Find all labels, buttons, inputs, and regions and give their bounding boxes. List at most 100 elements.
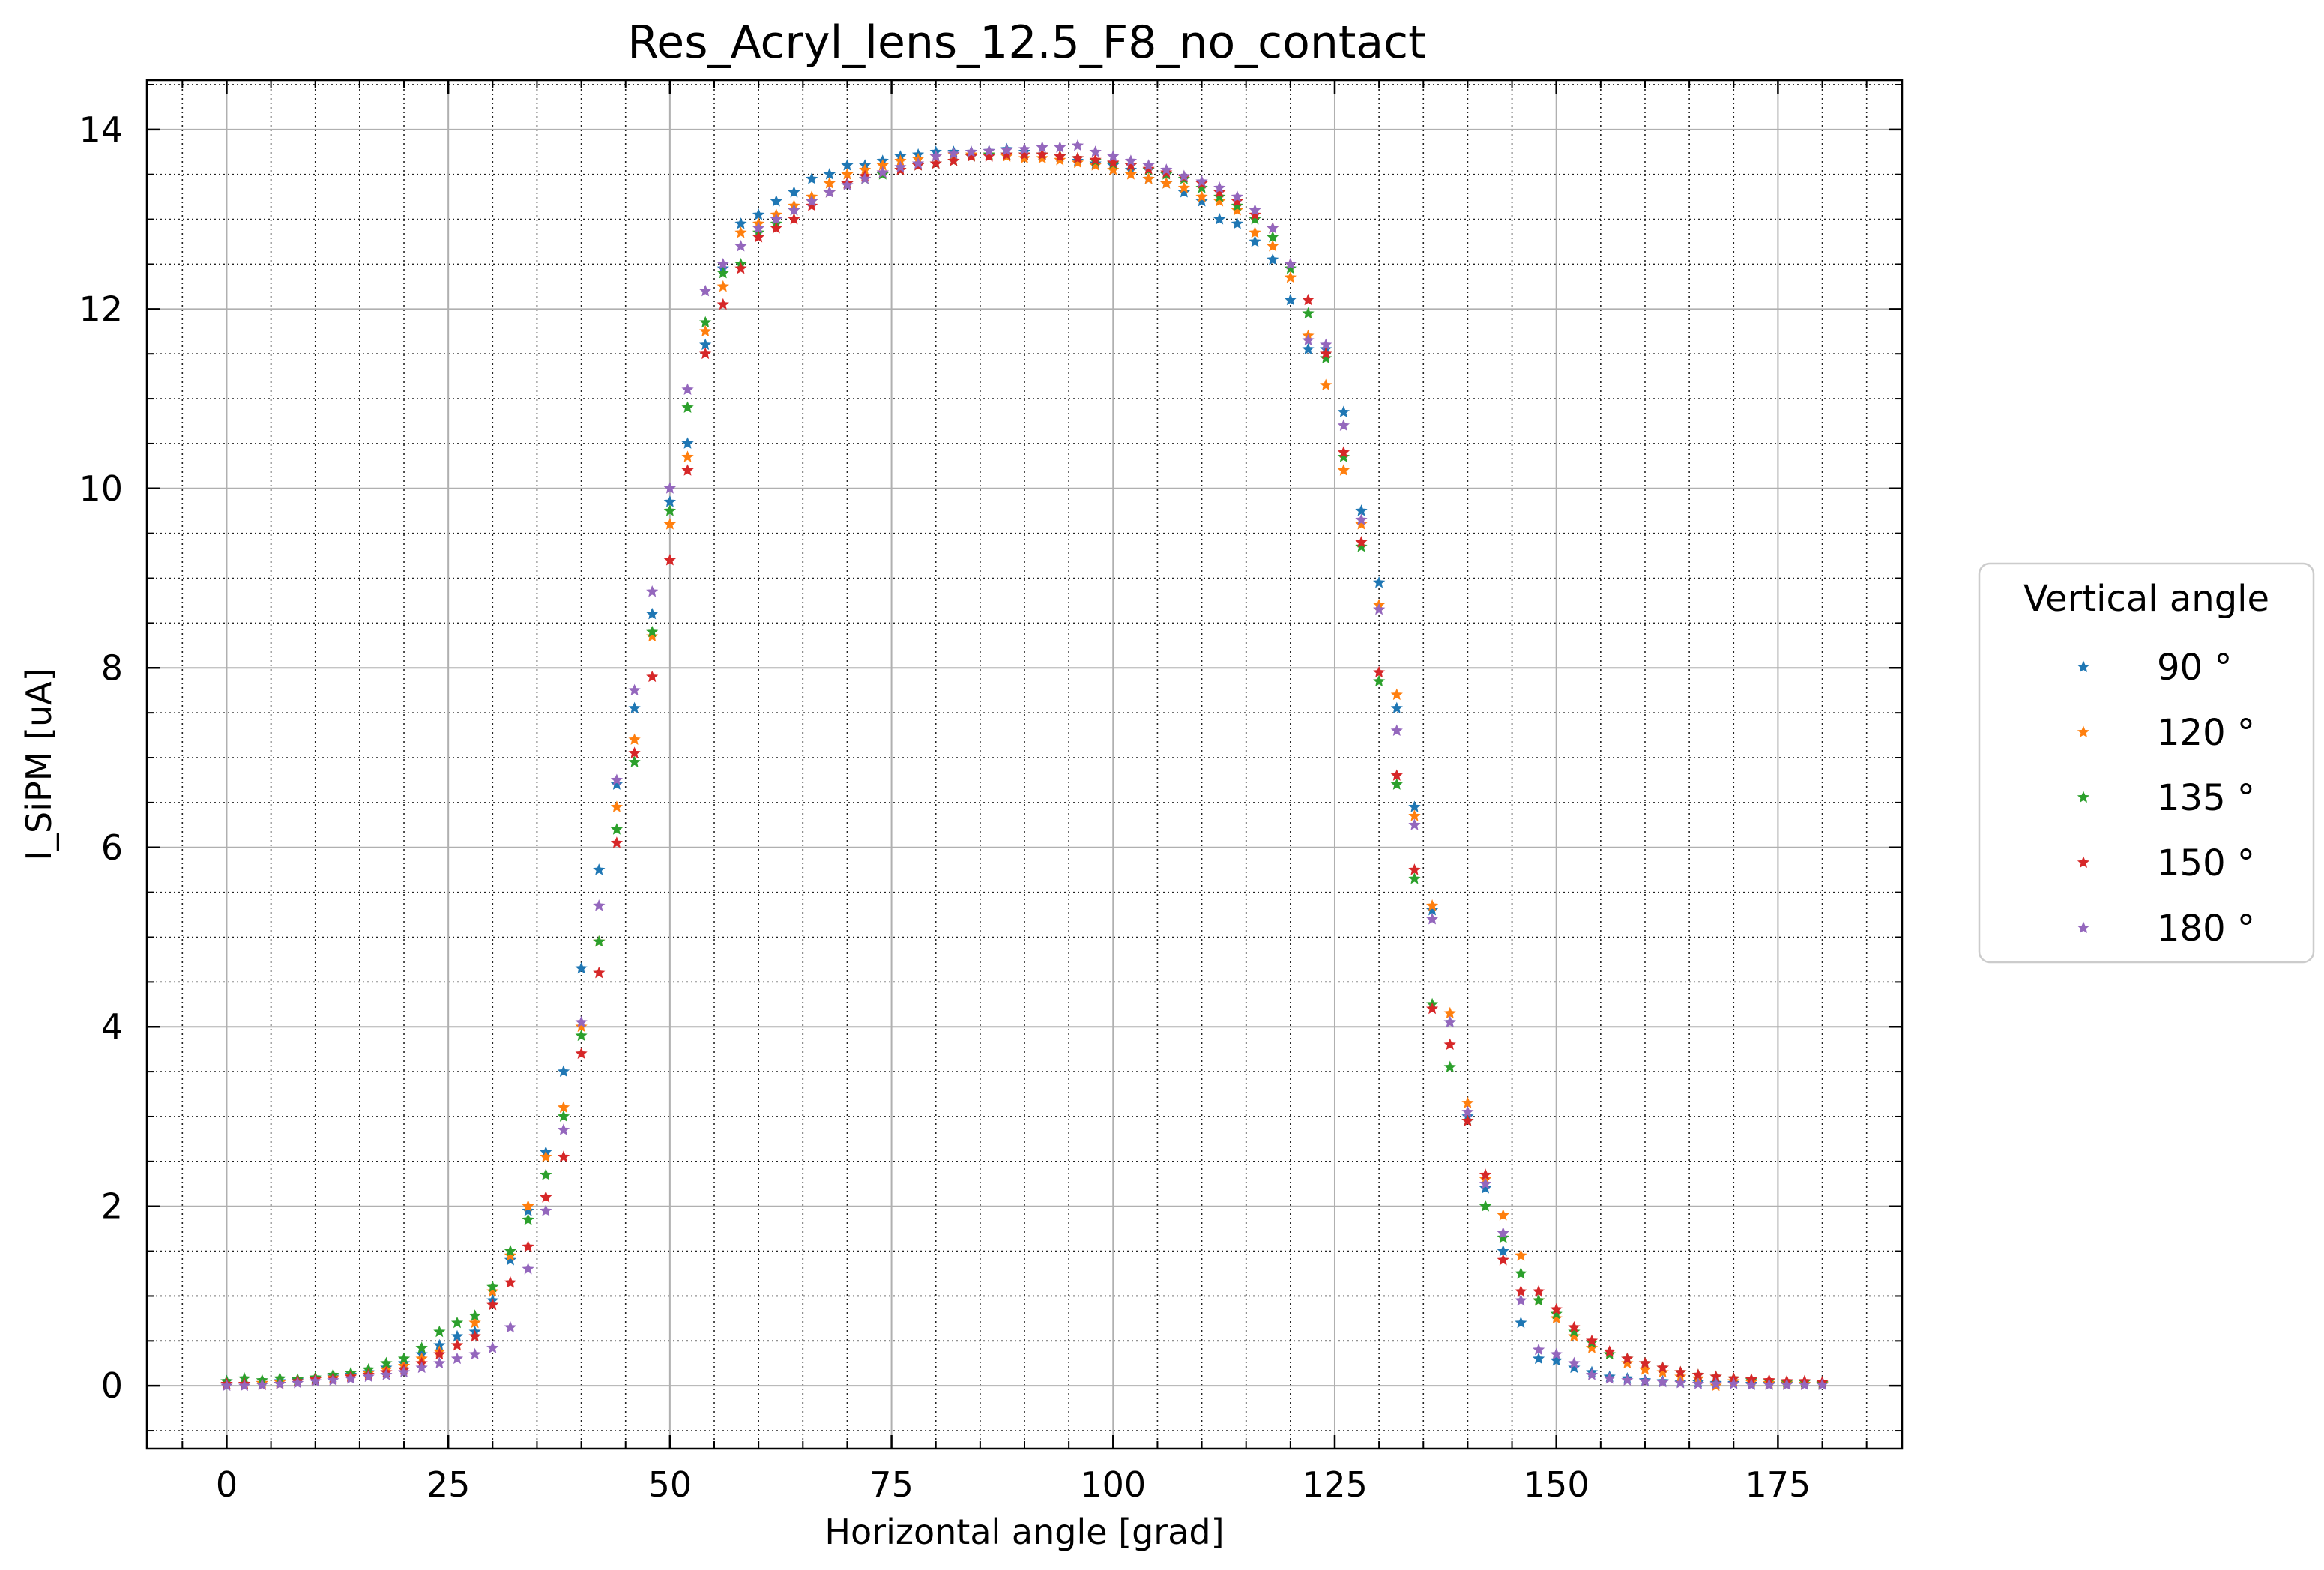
legend-label: 180 ° [2157, 908, 2255, 949]
x-axis-label: Horizontal angle [grad] [824, 1512, 1224, 1552]
data-point [575, 1015, 588, 1028]
data-point [770, 195, 782, 207]
data-point [504, 1254, 517, 1266]
data-point [1231, 217, 1243, 229]
data-point [947, 154, 960, 166]
data-point [1231, 204, 1243, 216]
data-point [1621, 1374, 1634, 1386]
data-point [752, 208, 765, 220]
data-point [788, 213, 800, 225]
data-point [1568, 1356, 1581, 1369]
data-point [770, 213, 782, 225]
data-point [698, 347, 712, 360]
data-point [1302, 307, 1315, 319]
data-point [699, 324, 712, 337]
y-tick-label: 4 [101, 1006, 123, 1047]
data-point [716, 298, 729, 310]
data-point [1515, 1316, 1527, 1329]
data-point [380, 1356, 393, 1369]
data-point [681, 401, 694, 413]
data-point [663, 504, 676, 516]
data-point [1515, 1284, 1527, 1297]
data-point [486, 1341, 499, 1353]
data-point [522, 1213, 534, 1225]
data-point [965, 150, 978, 162]
data-point [1479, 1182, 1492, 1194]
data-point [575, 1029, 588, 1042]
data-point [1267, 230, 1279, 243]
data-point [646, 629, 659, 642]
data-point [486, 1298, 499, 1311]
legend-marker [2077, 725, 2090, 737]
data-point [1443, 1006, 1456, 1019]
data-point [1798, 1378, 1811, 1390]
data-point [220, 1379, 233, 1392]
data-point [1479, 1168, 1492, 1180]
data-point [1443, 1038, 1456, 1051]
data-point [238, 1379, 251, 1392]
data-point [1656, 1361, 1669, 1374]
data-point [1071, 139, 1084, 151]
data-point [1373, 674, 1386, 687]
data-point [1302, 333, 1315, 346]
data-point [1142, 172, 1155, 184]
data-point [610, 800, 623, 812]
y-tick-label: 2 [101, 1186, 123, 1227]
data-point [1054, 154, 1066, 166]
data-point [575, 1047, 588, 1060]
legend-label: 90 ° [2157, 647, 2232, 689]
data-point [806, 172, 818, 184]
plot-frame [145, 79, 1904, 1450]
data-point [1177, 186, 1190, 198]
data-point [752, 230, 765, 243]
data-point [1142, 159, 1155, 171]
data-point [1231, 190, 1243, 202]
y-tick-label: 6 [101, 827, 123, 868]
data-point [450, 1352, 464, 1365]
data-point [734, 217, 747, 229]
data-point [540, 1191, 552, 1203]
data-point [1124, 159, 1138, 171]
data-point [1408, 863, 1421, 875]
data-point [380, 1368, 393, 1380]
data-point [1515, 1249, 1527, 1261]
data-point [698, 284, 712, 297]
data-point [1124, 168, 1138, 180]
data-point [1550, 1302, 1563, 1315]
data-point [1585, 1368, 1599, 1380]
data-point [1107, 150, 1120, 162]
data-point [1231, 199, 1243, 211]
data-point [256, 1378, 268, 1390]
data-point [1638, 1374, 1652, 1387]
data-point [628, 701, 641, 714]
data-point [734, 226, 747, 238]
data-point [1089, 154, 1102, 166]
data-point [522, 1240, 534, 1252]
data-point [1408, 872, 1421, 884]
data-point [1425, 899, 1439, 911]
data-point [1337, 405, 1350, 417]
data-point [911, 157, 925, 169]
data-point [593, 935, 606, 947]
data-point [468, 1347, 481, 1360]
data-point [1461, 1114, 1474, 1126]
data-point [681, 437, 694, 449]
data-point [894, 160, 907, 173]
data-point [663, 495, 676, 507]
data-point [628, 746, 641, 758]
legend-marker [2077, 921, 2090, 933]
data-point [468, 1329, 481, 1342]
x-tick-label: 150 [1524, 1464, 1590, 1505]
data-point [1763, 1378, 1775, 1390]
data-point [1195, 195, 1208, 207]
data-point [716, 266, 729, 279]
data-point [450, 1329, 464, 1342]
minor-grid [147, 80, 1902, 1449]
data-point [1107, 156, 1120, 169]
data-point [274, 1377, 286, 1389]
major-grid [147, 80, 1902, 1449]
data-point [1674, 1365, 1687, 1378]
data-point [716, 257, 729, 270]
legend-label: 135 ° [2157, 777, 2255, 819]
